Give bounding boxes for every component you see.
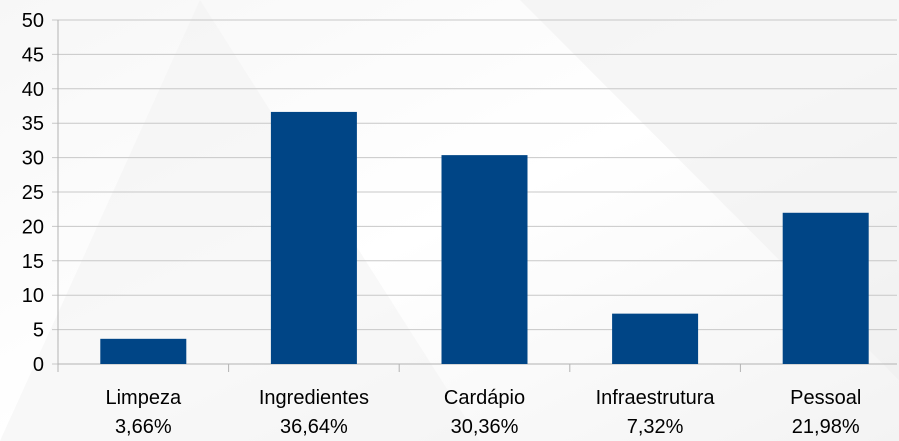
value-label: 36,64% <box>280 416 348 438</box>
y-tick-label: 30 <box>22 148 44 170</box>
y-tick-label: 0 <box>33 354 44 376</box>
y-tick-label: 45 <box>22 44 44 66</box>
bar <box>270 111 357 364</box>
y-tick-label: 50 <box>22 10 44 32</box>
x-tick-label: Cardápio <box>444 387 525 409</box>
y-tick-label: 40 <box>22 79 44 101</box>
value-label: 21,98% <box>792 416 860 438</box>
x-tick-label: Infraestrutura <box>596 387 716 409</box>
y-tick-label: 35 <box>22 113 44 135</box>
bar <box>782 212 869 364</box>
x-tick-label: Ingredientes <box>259 387 369 409</box>
x-tick-label: Pessoal <box>790 387 861 409</box>
background-shape <box>0 0 480 441</box>
y-tick-label: 10 <box>22 285 44 307</box>
x-tick-label: Limpeza <box>105 387 181 409</box>
value-label: 30,36% <box>451 416 519 438</box>
bar <box>612 313 699 364</box>
value-label: 3,66% <box>115 416 172 438</box>
y-tick-label: 15 <box>22 251 44 273</box>
y-tick-label: 20 <box>22 216 44 238</box>
bar <box>441 155 528 364</box>
bar <box>100 338 187 364</box>
value-label: 7,32% <box>627 416 684 438</box>
y-tick-label: 5 <box>33 320 44 342</box>
y-tick-label: 25 <box>22 182 44 204</box>
